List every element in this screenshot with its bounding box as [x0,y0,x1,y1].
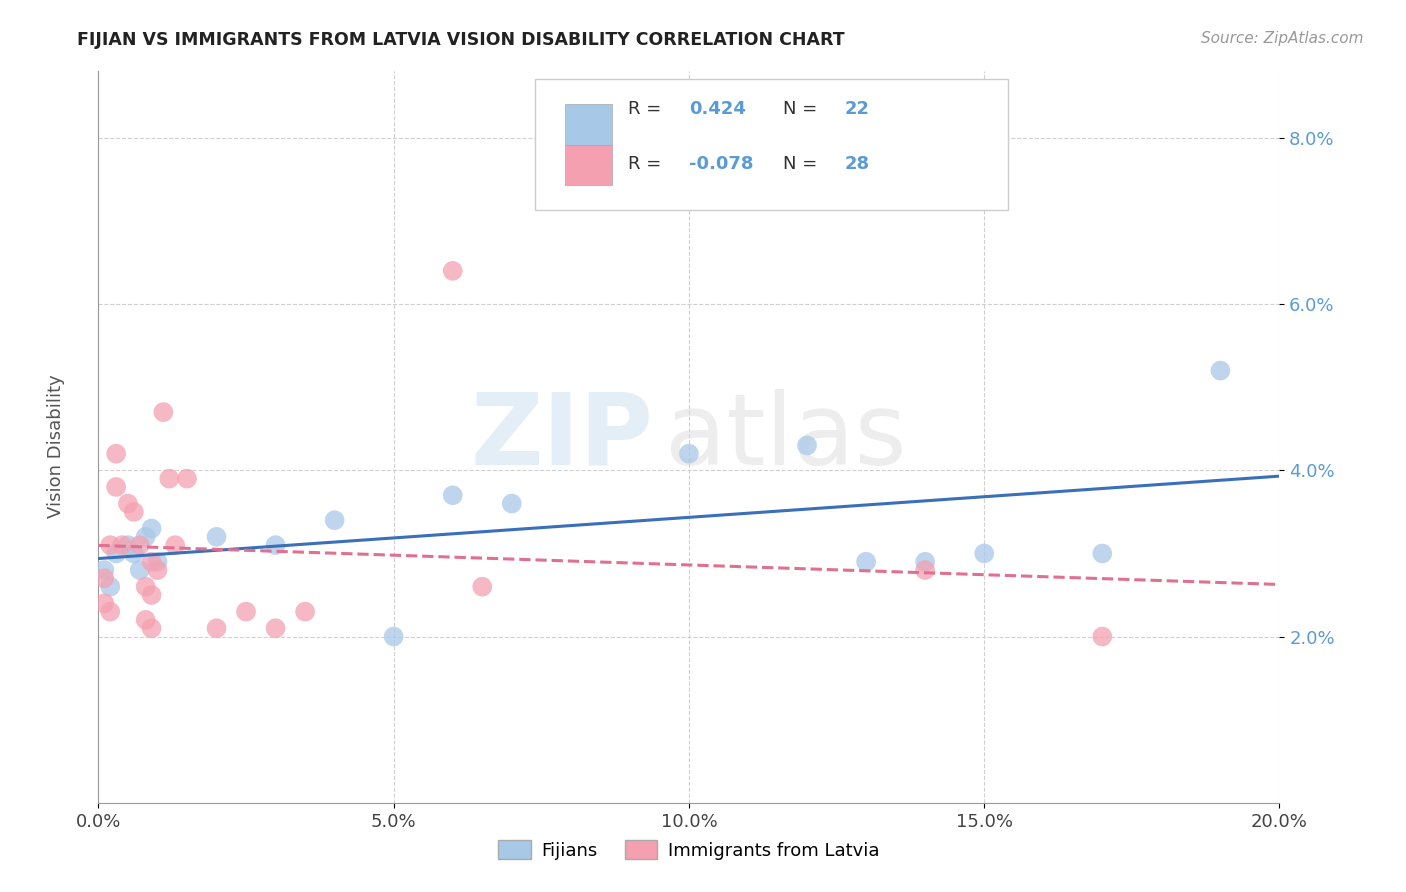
Point [205,530,228,544]
Point [105,480,128,494]
Point [264,621,287,635]
Point [973,546,995,560]
Point [152,405,174,419]
Point [796,438,818,452]
Text: Vision Disability: Vision Disability [48,374,65,518]
Point [471,580,494,594]
Text: -0.078: -0.078 [689,155,754,173]
Point [501,497,523,511]
Point [176,472,198,486]
Point [157,472,180,486]
FancyBboxPatch shape [565,145,612,185]
Text: 28: 28 [845,155,870,173]
Point [264,538,287,552]
Point [914,555,936,569]
Point [441,264,464,278]
FancyBboxPatch shape [536,78,1008,211]
Point [1209,363,1232,377]
Point [141,621,163,635]
Point [98,580,121,594]
Point [141,555,163,569]
Point [105,546,128,560]
Legend: Fijians, Immigrants from Latvia: Fijians, Immigrants from Latvia [491,833,887,867]
Point [1091,546,1114,560]
Point [205,621,228,635]
Point [146,555,169,569]
Point [111,538,134,552]
Point [914,563,936,577]
Text: 22: 22 [845,101,870,119]
Point [135,580,157,594]
Text: R =: R = [627,101,666,119]
Point [441,488,464,502]
Point [135,613,157,627]
Point [93,596,115,610]
Point [235,605,257,619]
Point [93,571,115,585]
Point [1091,630,1114,644]
Text: FIJIAN VS IMMIGRANTS FROM LATVIA VISION DISABILITY CORRELATION CHART: FIJIAN VS IMMIGRANTS FROM LATVIA VISION … [77,31,845,49]
Text: ZIP: ZIP [471,389,654,485]
Point [122,505,145,519]
Point [135,530,157,544]
Point [93,563,115,577]
Point [141,588,163,602]
Point [128,563,150,577]
Point [165,538,187,552]
Point [146,563,169,577]
Point [105,447,128,461]
Text: Source: ZipAtlas.com: Source: ZipAtlas.com [1201,31,1364,46]
Point [323,513,346,527]
Text: R =: R = [627,155,666,173]
Point [117,538,139,552]
Point [294,605,316,619]
Point [98,605,121,619]
Text: N =: N = [783,101,824,119]
Point [678,447,700,461]
Text: N =: N = [783,155,824,173]
FancyBboxPatch shape [565,104,612,145]
Point [117,497,139,511]
Point [128,538,150,552]
Point [382,630,405,644]
Text: atlas: atlas [665,389,907,485]
Point [855,555,877,569]
Text: 0.424: 0.424 [689,101,745,119]
Point [141,521,163,535]
Point [122,546,145,560]
Point [98,538,121,552]
